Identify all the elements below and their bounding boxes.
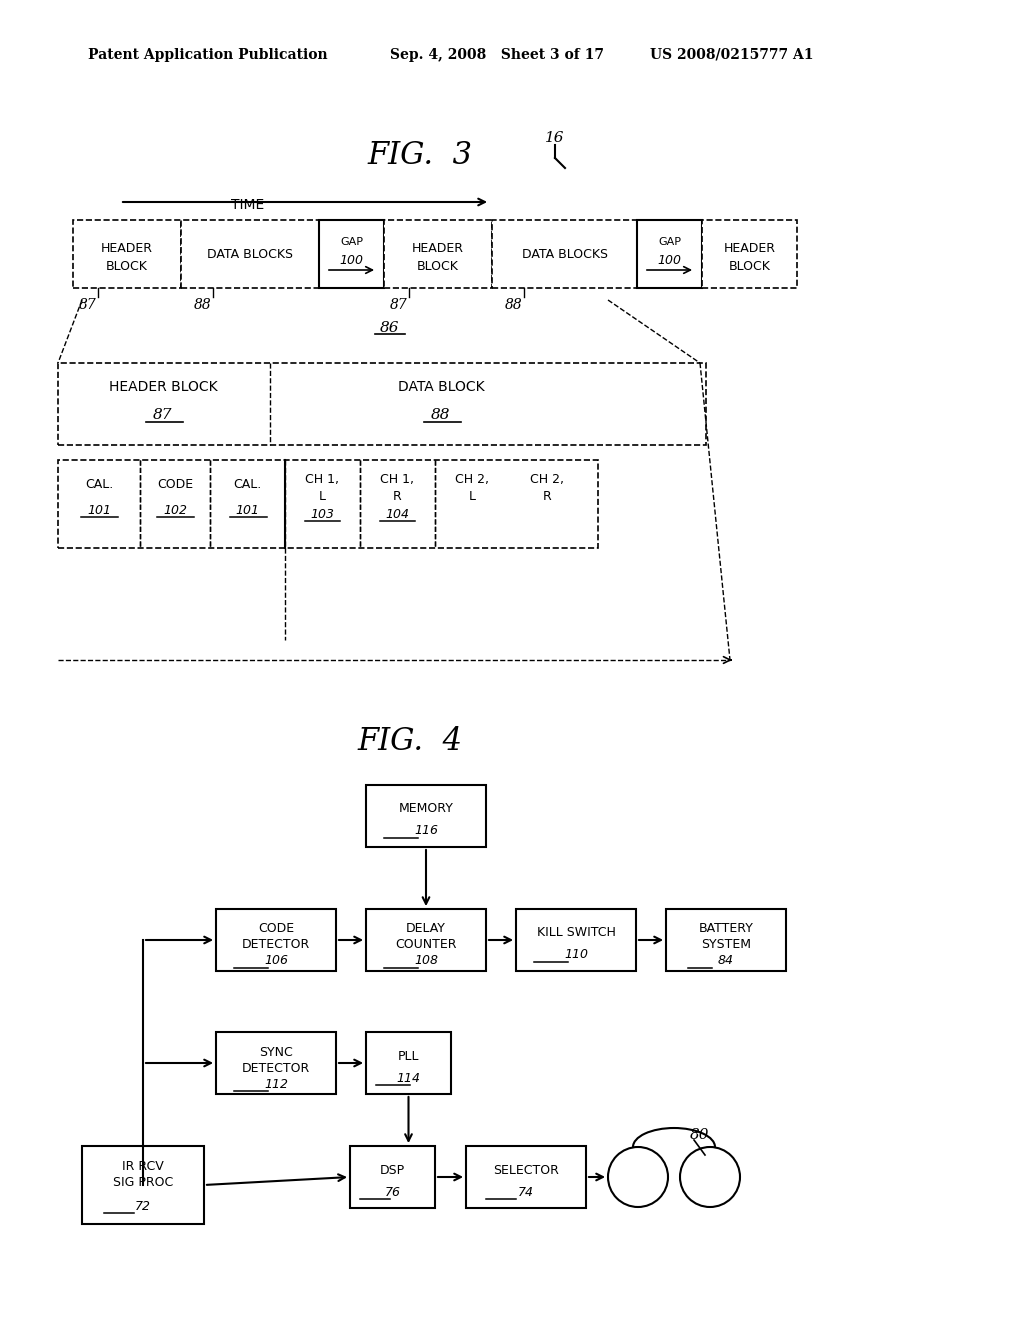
Text: DATA BLOCKS: DATA BLOCKS xyxy=(207,248,293,260)
Text: CAL.: CAL. xyxy=(232,479,261,491)
Text: 112: 112 xyxy=(264,1077,288,1090)
Text: BLOCK: BLOCK xyxy=(106,260,147,272)
Text: FIG.  4: FIG. 4 xyxy=(357,726,463,758)
Text: GAP: GAP xyxy=(340,238,362,247)
Text: HEADER BLOCK: HEADER BLOCK xyxy=(109,380,217,393)
Bar xyxy=(73,220,181,288)
Text: HEADER: HEADER xyxy=(724,242,775,255)
Text: HEADER: HEADER xyxy=(412,242,464,255)
Bar xyxy=(366,1032,451,1094)
Bar xyxy=(516,909,636,972)
Text: SIG PROC: SIG PROC xyxy=(113,1176,173,1188)
Text: 87: 87 xyxy=(154,408,173,422)
Text: 106: 106 xyxy=(264,954,288,968)
Text: 72: 72 xyxy=(135,1200,151,1213)
Text: GAP: GAP xyxy=(658,238,681,247)
Text: CH 2,: CH 2, xyxy=(455,474,489,487)
Text: US 2008/0215777 A1: US 2008/0215777 A1 xyxy=(650,48,813,62)
Text: 80: 80 xyxy=(690,1129,710,1142)
Text: CODE: CODE xyxy=(258,923,294,936)
Text: Sep. 4, 2008   Sheet 3 of 17: Sep. 4, 2008 Sheet 3 of 17 xyxy=(390,48,604,62)
Text: MEMORY: MEMORY xyxy=(398,803,454,816)
Text: BLOCK: BLOCK xyxy=(728,260,770,272)
Text: 101: 101 xyxy=(87,503,111,516)
Bar xyxy=(466,1146,586,1208)
Text: DSP: DSP xyxy=(380,1163,406,1176)
Bar xyxy=(319,220,384,288)
Text: 88: 88 xyxy=(431,408,451,422)
Text: Patent Application Publication: Patent Application Publication xyxy=(88,48,328,62)
Bar xyxy=(58,363,706,445)
Text: CH 2,: CH 2, xyxy=(530,474,564,487)
Text: CODE: CODE xyxy=(157,479,194,491)
Text: 87: 87 xyxy=(390,298,408,312)
Text: PLL: PLL xyxy=(397,1049,419,1063)
Bar xyxy=(637,220,702,288)
Text: 114: 114 xyxy=(396,1072,421,1085)
Text: 104: 104 xyxy=(385,507,409,520)
Bar xyxy=(666,909,786,972)
Bar xyxy=(366,785,486,847)
Text: 87: 87 xyxy=(79,298,97,312)
Text: 116: 116 xyxy=(414,825,438,837)
Text: DATA BLOCK: DATA BLOCK xyxy=(397,380,484,393)
Text: CAL.: CAL. xyxy=(85,479,113,491)
Bar xyxy=(216,909,336,972)
Text: L: L xyxy=(318,490,326,503)
Bar xyxy=(702,220,797,288)
Text: R: R xyxy=(392,490,401,503)
Text: CH 1,: CH 1, xyxy=(305,474,339,487)
Text: 102: 102 xyxy=(163,503,187,516)
Text: 84: 84 xyxy=(718,954,734,968)
Text: 108: 108 xyxy=(414,954,438,968)
Text: CH 1,: CH 1, xyxy=(380,474,414,487)
Text: DELAY: DELAY xyxy=(407,923,445,936)
Text: TIME: TIME xyxy=(231,198,264,213)
Bar xyxy=(350,1146,435,1208)
Text: SYSTEM: SYSTEM xyxy=(701,939,751,952)
Text: 88: 88 xyxy=(505,298,523,312)
Text: SELECTOR: SELECTOR xyxy=(494,1163,559,1176)
Text: 86: 86 xyxy=(380,321,399,335)
Bar xyxy=(58,459,598,548)
Text: BLOCK: BLOCK xyxy=(417,260,459,272)
Text: DATA BLOCKS: DATA BLOCKS xyxy=(521,248,607,260)
Bar xyxy=(82,1146,204,1224)
Text: 16: 16 xyxy=(545,131,565,145)
Text: 101: 101 xyxy=(234,503,259,516)
Text: DETECTOR: DETECTOR xyxy=(242,939,310,952)
Text: 100: 100 xyxy=(340,253,364,267)
Text: IR RCV: IR RCV xyxy=(122,1159,164,1172)
Text: 76: 76 xyxy=(384,1185,400,1199)
Text: HEADER: HEADER xyxy=(101,242,153,255)
Text: 110: 110 xyxy=(564,949,588,961)
Text: R: R xyxy=(543,490,551,503)
Bar xyxy=(181,220,319,288)
Text: COUNTER: COUNTER xyxy=(395,939,457,952)
Text: 103: 103 xyxy=(310,507,334,520)
Text: 88: 88 xyxy=(195,298,212,312)
Text: BATTERY: BATTERY xyxy=(698,923,754,936)
Text: FIG.  3: FIG. 3 xyxy=(368,140,472,170)
Text: 100: 100 xyxy=(657,253,682,267)
Bar xyxy=(366,909,486,972)
Bar xyxy=(216,1032,336,1094)
Text: 74: 74 xyxy=(518,1185,534,1199)
Text: KILL SWITCH: KILL SWITCH xyxy=(537,927,615,940)
Bar xyxy=(492,220,637,288)
Text: L: L xyxy=(469,490,475,503)
Text: DETECTOR: DETECTOR xyxy=(242,1061,310,1074)
Text: SYNC: SYNC xyxy=(259,1045,293,1059)
Bar xyxy=(384,220,492,288)
